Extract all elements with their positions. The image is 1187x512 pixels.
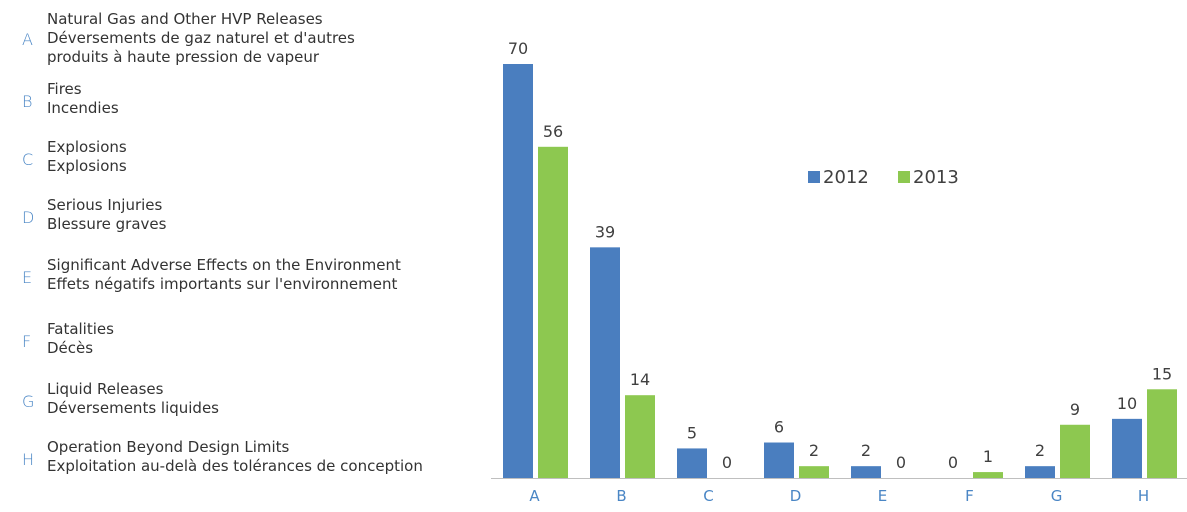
data-label: 2 [809, 441, 819, 460]
bar-2012-g [1025, 466, 1055, 478]
legend-text-line: Blessure graves [47, 215, 167, 233]
bar-2012-a [503, 64, 533, 478]
legend-text-line: Liquid Releases [47, 380, 164, 398]
bar-2013-h [1147, 389, 1177, 478]
data-label: 5 [687, 423, 697, 442]
data-label: 2 [861, 441, 871, 460]
x-tick-label-g: G [1051, 487, 1063, 505]
data-label: 6 [774, 418, 784, 437]
series-legend-label-2012: 2012 [823, 167, 869, 188]
legend-text-line: Exploitation au-delà des tolérances de c… [47, 457, 423, 475]
legend-text-line: Fires [47, 80, 82, 98]
legend-text-line: Effets négatifs importants sur l'environ… [47, 275, 398, 293]
bar-2013-b [625, 395, 655, 478]
legend-text-line: Déversements liquides [47, 399, 220, 417]
data-label: 56 [543, 122, 563, 141]
legend-text-line: Serious Injuries [47, 196, 163, 214]
bar-2013-f [973, 472, 1003, 478]
x-tick-label-b: B [616, 487, 626, 505]
data-label: 9 [1070, 400, 1080, 419]
x-tick-label-e: E [878, 487, 887, 505]
data-label: 70 [508, 39, 528, 58]
legend-text-line: Explosions [47, 138, 127, 156]
x-tick-label-c: C [703, 487, 713, 505]
legend-letter: H [22, 450, 35, 469]
data-label: 14 [630, 370, 650, 389]
data-label: 0 [722, 453, 732, 472]
x-tick-label-d: D [790, 487, 802, 505]
legend-letter: E [22, 268, 33, 287]
bar-2012-d [764, 442, 794, 478]
legend-letter: F [22, 332, 32, 351]
legend-letter: G [22, 392, 35, 411]
legend-text-line: Déversements de gaz naturel et d'autres [47, 29, 355, 47]
legend-letter: D [22, 208, 35, 227]
series-legend-swatch-2012 [808, 171, 820, 183]
legend-text-line: Significant Adverse Effects on the Envir… [47, 256, 401, 274]
legend-letter: A [22, 30, 33, 49]
bar-2012-h [1112, 418, 1142, 478]
data-label: 0 [948, 453, 958, 472]
legend-text-line: produits à haute pression de vapeur [47, 48, 320, 66]
data-label: 1 [983, 447, 993, 466]
series-legend-swatch-2013 [898, 171, 910, 183]
bar-2013-d [799, 466, 829, 478]
x-tick-label-h: H [1138, 487, 1149, 505]
bar-2013-a [538, 146, 568, 479]
bar-2013-g [1060, 424, 1090, 478]
legend-text-line: Incendies [47, 99, 119, 117]
data-label: 39 [595, 222, 615, 241]
legend-text-line: Explosions [47, 157, 127, 175]
legend-text-line: Natural Gas and Other HVP Releases [47, 10, 323, 28]
category-legend-list: A Natural Gas and Other HVP Releases Déver… [0, 0, 480, 512]
data-label: 2 [1035, 441, 1045, 460]
legend-text-line: Operation Beyond Design Limits [47, 438, 290, 456]
x-tick-label-a: A [529, 487, 540, 505]
bar-2012-c [677, 448, 707, 478]
legend-letter: C [22, 150, 34, 169]
legend-text-line: Fatalities [47, 320, 114, 338]
data-label: 0 [896, 453, 906, 472]
bar-2012-b [590, 247, 620, 478]
series-legend-label-2013: 2013 [913, 167, 959, 188]
legend-text-line: Décès [47, 339, 94, 357]
legend-letter: B [22, 92, 33, 111]
data-label: 15 [1152, 364, 1172, 383]
data-label: 10 [1117, 394, 1137, 413]
x-tick-label-f: F [965, 487, 974, 505]
bar-2012-e [851, 466, 881, 478]
